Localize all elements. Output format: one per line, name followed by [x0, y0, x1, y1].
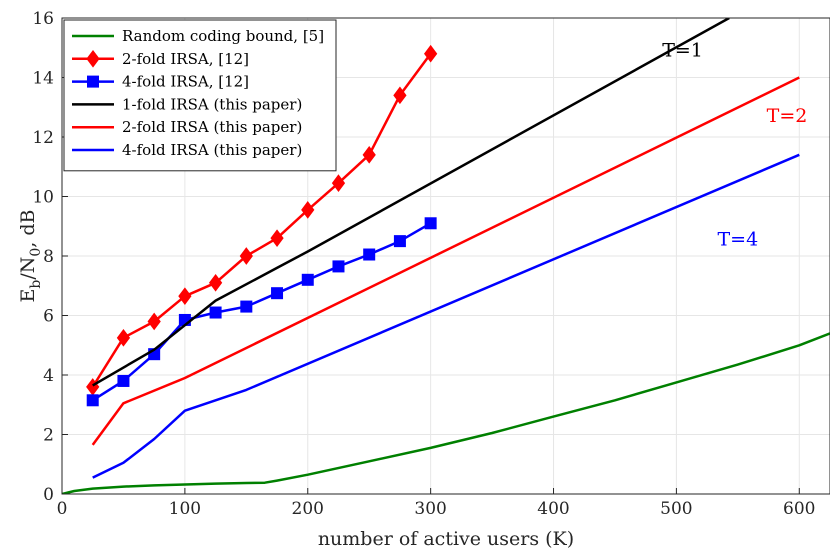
- data-point-square: [209, 306, 222, 319]
- legend: Random coding bound, [5] 2-fold IRSA, [12…: [63, 19, 337, 172]
- curve-annotation: T=1: [662, 40, 703, 62]
- data-point-diamond: [393, 86, 407, 105]
- y-tick-label: 12: [32, 128, 54, 148]
- legend-entry: 4-fold IRSA (this paper): [122, 141, 302, 159]
- legend-entry: 1-fold IRSA (this paper): [122, 95, 302, 113]
- series-layer: [62, 18, 830, 494]
- data-point-diamond: [331, 174, 346, 192]
- legend-entry: 2-fold IRSA (this paper): [122, 118, 302, 136]
- y-tick-label: 16: [32, 9, 54, 29]
- data-point-square: [332, 260, 345, 273]
- legend-box: [63, 19, 337, 172]
- x-tick-label: 100: [169, 499, 201, 519]
- legend-marker-square: [87, 75, 99, 88]
- x-tick-label: 200: [292, 499, 324, 519]
- data-point-diamond: [424, 44, 438, 63]
- x-tick-label: 0: [57, 499, 68, 519]
- x-tick-label: 600: [783, 499, 815, 519]
- data-point-square: [301, 273, 314, 286]
- data-point-square: [271, 287, 284, 300]
- data-point-square: [86, 394, 99, 407]
- series-1: [62, 332, 830, 494]
- y-tick-label: 8: [43, 247, 54, 267]
- x-axis-label: number of active users (K): [318, 528, 574, 550]
- data-point-diamond: [178, 287, 192, 305]
- series-line: [92, 153, 800, 479]
- series-line: [91, 52, 432, 388]
- y-tick-label: 2: [43, 426, 54, 446]
- y-axis-label-n: /N: [17, 257, 39, 280]
- legend-entry: 2-fold IRSA, [12]: [122, 50, 249, 68]
- y-axis-label-db: , dB: [17, 209, 39, 247]
- series-line: [91, 76, 800, 446]
- y-axis-label-b: b: [28, 280, 44, 289]
- x-tick-label: 400: [537, 499, 569, 519]
- data-point-square: [363, 248, 376, 261]
- x-tick-label: 300: [414, 499, 446, 519]
- curve-annotation: T=4: [717, 229, 758, 251]
- series-5: [91, 76, 800, 446]
- plot-frame: [61, 17, 830, 495]
- data-point-square: [393, 235, 406, 248]
- series-6: [92, 153, 800, 479]
- legend-entry: 4-fold IRSA, [12]: [122, 73, 249, 91]
- data-point-diamond: [208, 273, 223, 292]
- y-tick-label: 10: [32, 188, 54, 208]
- y-tick-label: 14: [32, 69, 54, 89]
- data-point-diamond: [147, 312, 161, 331]
- legend-entry: Random coding bound, [5]: [122, 27, 324, 45]
- y-tick-label: 0: [43, 485, 54, 505]
- data-point-diamond: [270, 229, 284, 247]
- curve-annotation: T=2: [767, 105, 808, 127]
- series-line: [92, 18, 730, 387]
- data-point-diamond: [362, 146, 376, 164]
- data-point-square: [117, 374, 130, 387]
- data-point-diamond: [116, 328, 131, 347]
- data-point-diamond: [239, 247, 253, 265]
- y-axis-label: Eb/N0, dB: [17, 209, 44, 302]
- tick-labels: 0 100 200 300 400 500 600 0 2 4 6 8 10 12 14 16: [32, 9, 815, 519]
- series-3: [86, 217, 437, 407]
- y-axis-label-e: E: [17, 289, 39, 303]
- data-point-diamond: [301, 201, 315, 219]
- series-4: [92, 18, 730, 387]
- series-2: [86, 44, 438, 396]
- data-point-square: [424, 217, 437, 230]
- x-tick-label: 500: [660, 499, 692, 519]
- data-point-square: [240, 300, 253, 313]
- y-tick-label: 6: [43, 307, 54, 327]
- y-tick-label: 4: [43, 366, 54, 386]
- legend-marker-diamond: [86, 49, 100, 68]
- y-axis-label-0: 0: [28, 248, 44, 257]
- annotations: T=1 T=2 T=4: [662, 40, 807, 251]
- series-line: [62, 332, 830, 494]
